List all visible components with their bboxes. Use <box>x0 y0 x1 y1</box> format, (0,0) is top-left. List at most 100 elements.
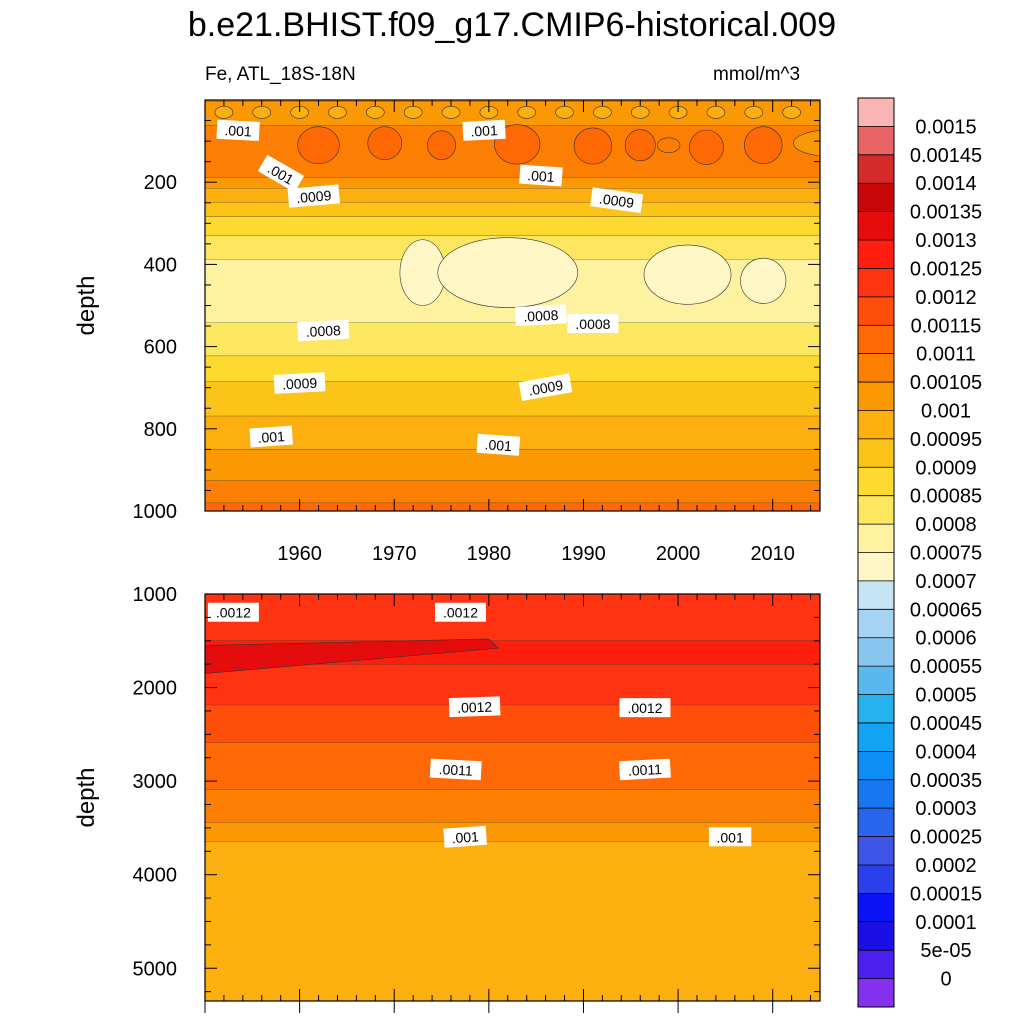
contour-feature <box>744 126 783 165</box>
contour-label: .0009 <box>287 184 340 208</box>
contour-label: .0008 <box>567 313 619 333</box>
contour-feature <box>630 106 650 119</box>
y-tick-label: 2000 <box>133 678 178 700</box>
y-tick-label: 5000 <box>133 958 178 980</box>
contour-field: .0012 .0012 .0012 .0012 .0011 .0011 .001 .001 <box>205 594 820 1001</box>
contour-label: .0012 <box>619 698 671 718</box>
contour-label: .001 <box>443 825 487 848</box>
y-tick-label: 400 <box>144 254 177 276</box>
colorbar-label: 0.0003 <box>915 798 976 820</box>
colorbar-swatch <box>858 722 894 752</box>
contour-label: .001 <box>476 433 521 456</box>
colorbar-label: 0.0014 <box>915 173 976 195</box>
contour-feature <box>427 130 457 160</box>
x-tick-label: 2000 <box>656 543 701 565</box>
contour-label-box <box>448 696 501 718</box>
contour-label-box <box>434 602 486 622</box>
panel-upper: .001 .001 .001 .001 .0009 .0009 .0008 .0008 .000… <box>73 99 821 565</box>
contour-feature <box>573 127 613 165</box>
colorbar-label: 5e-05 <box>920 940 971 962</box>
colorbar-swatch <box>858 296 894 326</box>
contour-label-text: .0009 <box>282 375 318 393</box>
colorbar-label: 0.0013 <box>915 230 976 252</box>
contour-label: .0008 <box>514 304 567 327</box>
contour-label-box <box>519 164 563 187</box>
contour-label-text: .0012 <box>627 700 662 716</box>
colorbar-label: 0.00055 <box>910 656 982 678</box>
contour-label-text: .001 <box>224 122 252 139</box>
colorbar-swatch <box>858 552 894 582</box>
contour-label-box <box>590 187 644 214</box>
x-tick-label: 1960 <box>277 543 322 565</box>
x-tick-label: 1980 <box>467 543 512 565</box>
contour-feature <box>689 129 724 165</box>
contour-label-text: .0009 <box>527 377 564 399</box>
contour-feature <box>297 126 340 165</box>
contour-label-box <box>708 827 752 847</box>
contour-label: .0012 <box>448 696 501 718</box>
colorbar-label: 0.00085 <box>910 486 982 508</box>
colorbar-swatch <box>858 864 894 894</box>
colorbar-swatch <box>858 126 894 156</box>
contour-feature <box>441 106 461 119</box>
contour-feature <box>782 106 801 119</box>
contour-feature <box>593 106 612 119</box>
colorbar-swatch <box>858 921 894 951</box>
colorbar-label: 0.00105 <box>910 372 982 394</box>
contour-label: .0012 <box>434 602 486 622</box>
colorbar-label: 0.00135 <box>910 202 982 224</box>
colorbar-label: 0.00065 <box>910 599 982 621</box>
contour-band <box>205 705 820 744</box>
contour-band <box>205 480 820 504</box>
contour-label: .0009 <box>273 372 326 394</box>
contour-label: .0012 <box>207 602 259 622</box>
colorbar-label: 0.001 <box>921 400 971 422</box>
colorbar-label: 0.00015 <box>910 883 982 905</box>
contour-label-box <box>429 758 482 781</box>
contour-label-text: .001 <box>484 436 513 454</box>
colorbar-swatch <box>858 382 894 411</box>
colorbar-swatch <box>858 893 894 923</box>
colorbar-swatch <box>858 495 894 525</box>
chart-title: b.e21.BHIST.f09_g17.CMIP6-historical.009 <box>187 6 837 44</box>
colorbar-swatch <box>858 438 894 468</box>
colorbar-label: 0.0008 <box>915 514 976 536</box>
colorbar-swatch <box>858 98 894 127</box>
colorbar-swatch <box>858 808 894 837</box>
contour-label: .001 <box>216 119 260 141</box>
x-tick-label: 1990 <box>561 543 606 565</box>
colorbar-swatch <box>858 751 894 781</box>
y-tick-label: 1000 <box>133 584 178 606</box>
colorbar-swatch <box>858 240 894 269</box>
units-label: mmol/m^3 <box>713 64 801 85</box>
variable-region-label: Fe, ATL_18S-18N <box>205 64 356 85</box>
colorbar-swatch <box>858 154 894 184</box>
colorbar-label: 0.00125 <box>910 258 982 280</box>
contour-feature <box>328 106 347 119</box>
contour-band <box>205 503 820 511</box>
contour-band <box>205 789 820 824</box>
contour-feature <box>214 106 234 119</box>
colorbar-swatch <box>858 268 894 298</box>
contour-feature <box>744 106 764 119</box>
contour-label: .0009 <box>590 187 644 214</box>
y-tick-label: 4000 <box>133 865 178 887</box>
colorbar-label: 0.0006 <box>915 628 976 650</box>
contour-band <box>205 188 820 204</box>
colorbar-swatch <box>858 637 894 667</box>
contour-feature <box>437 237 579 308</box>
contour-band <box>205 322 820 357</box>
contour-label-box <box>567 313 619 333</box>
colorbar-swatch <box>858 978 894 1008</box>
contour-label: .0011 <box>618 758 671 781</box>
contour-label-text: .001 <box>257 428 286 446</box>
colorbar-swatch <box>858 183 894 213</box>
colorbar-label: 0.00025 <box>910 827 982 849</box>
contour-band <box>205 202 820 218</box>
contour-feature <box>403 106 423 119</box>
contour-label-box <box>249 425 294 448</box>
contour-label: .001 <box>249 425 294 448</box>
contour-label-box <box>476 433 521 456</box>
colorbar-label: 0.00115 <box>911 315 982 337</box>
